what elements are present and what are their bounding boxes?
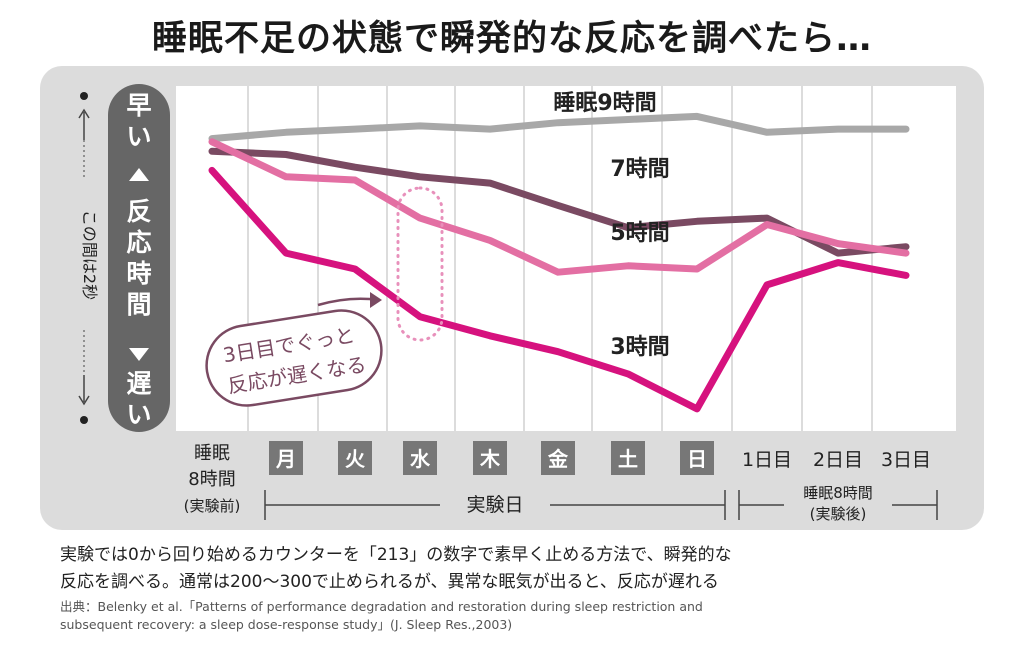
y-top-label: い [126,122,151,151]
x-tick-box [269,441,303,475]
series-line [208,112,910,143]
series-line [208,166,910,413]
x-tick-label: 金 [547,447,569,471]
y-axis-range [78,92,90,424]
arrow-down-icon [129,348,149,361]
x-tick-label: 土 [618,447,638,471]
series-label: 睡眠9時間 [553,91,656,116]
x-tick-label: 月 [275,447,296,471]
x-tick-label: 日 [687,447,707,471]
x-tick-box [611,441,645,475]
x-tick-baseline: 8時間 [188,469,235,490]
x-tick-baseline: 睡眠 [194,443,230,464]
y-range-label: この間は2秒 [80,210,99,300]
footnote-line: 反応を調べる。通常は200～300で止められるが、異常な眠気が出ると、反応が遅れ… [60,572,719,592]
annotation: 3日目でぐっと 反応が遅くなる [205,292,383,407]
footnote-line: 実験では0から回り始めるカウンターを「213」の数字で素早く止める方法で、瞬発的… [60,545,732,565]
x-tick-box [680,441,714,475]
y-top-label: 早 [126,91,151,120]
x-group-recovery-2: (実験後) [810,505,867,523]
x-tick-box [473,441,507,475]
x-groups [264,490,938,520]
source-line: 出典：Belenky et al.「Patterns of performanc… [60,599,703,614]
x-tick-baseline: (実験前) [184,497,241,515]
y-middle-label: 時 [126,259,151,288]
x-tick-label: 1日目 [742,449,792,471]
highlight-ellipse [396,186,444,342]
x-tick-label: 木 [479,447,501,471]
y-middle-label: 間 [126,290,151,319]
x-tick-label: 火 [345,447,366,471]
x-group-recovery-1: 睡眠8時間 [803,484,873,502]
footnote: 実験では0から回り始めるカウンターを「213」の数字で素早く止める方法で、瞬発的… [60,542,732,596]
x-tick-label: 2日目 [813,449,863,471]
y-bottom-label: 遅 [126,369,151,398]
x-axis: 睡眠8時間(実験前)月火水木金土日 1日目 2日目 3日目 [184,441,931,515]
source-line: subsequent recovery: a sleep dose-respon… [60,617,513,632]
series-label: 7時間 [610,157,669,182]
series-label: 5時間 [610,221,669,246]
series-label: 3時間 [610,335,669,360]
x-group-experiment: 実験日 [466,494,523,516]
y-middle-label: 反 [126,197,151,226]
arrow-up-icon [129,168,149,181]
x-tick-box [403,441,437,475]
chart-title: 睡眠不足の状態で瞬発的な反応を調べたら… [151,19,872,59]
y-axis-pill [108,84,170,432]
x-tick-box [338,441,372,475]
x-tick-box [541,441,575,475]
x-tick-label: 水 [410,447,431,471]
y-middle-label: 応 [126,228,151,257]
series-group [208,112,910,413]
y-bottom-label: い [126,400,151,429]
x-tick-label: 3日目 [881,449,931,471]
series-labels: 睡眠9時間 7時間 5時間 3時間 [553,91,669,360]
source-citation: 出典：Belenky et al.「Patterns of performanc… [60,598,703,634]
series-line [208,138,910,276]
